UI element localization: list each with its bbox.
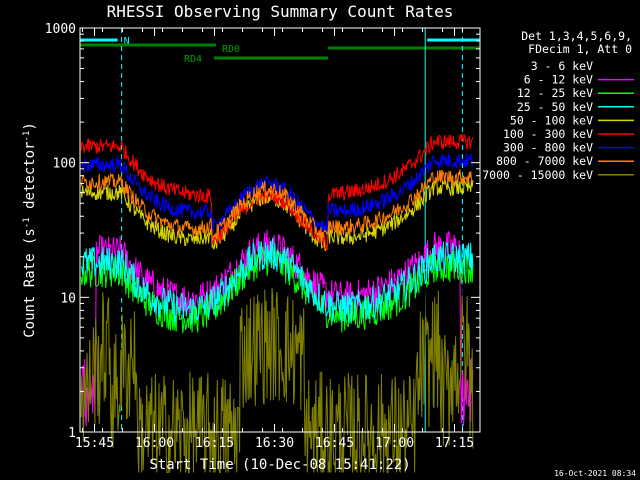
legend-header-line2: FDecim 1, Att 0 bbox=[528, 42, 632, 56]
y-tick-label-3: 1000 bbox=[45, 22, 76, 37]
series-line-6 bbox=[80, 133, 474, 251]
y-tick-label-2: 100 bbox=[53, 157, 76, 172]
legend-label-4: 25 - 50 keV bbox=[517, 100, 593, 114]
x-tick-label-2: 16:15 bbox=[195, 436, 234, 451]
legend-label-5: 50 - 100 keV bbox=[510, 113, 593, 127]
series-line-7 bbox=[80, 152, 474, 237]
y-tick-label-0: 1 bbox=[68, 426, 76, 441]
x-axis-label: Start Time (10-Dec-08 15:41:22) bbox=[149, 457, 410, 473]
night-label: N bbox=[124, 36, 130, 47]
x-tick-label-4: 16:45 bbox=[315, 436, 354, 451]
y-tick-label-1: 10 bbox=[60, 291, 76, 306]
legend-label-7: 300 - 800 keV bbox=[503, 141, 593, 155]
chart-title: RHESSI Observing Summary Count Rates bbox=[107, 2, 454, 21]
legend-label-2: 6 - 12 keV bbox=[524, 73, 593, 87]
x-tick-label-6: 17:15 bbox=[435, 436, 474, 451]
legend-label-9: 7000 - 15000 keV bbox=[482, 168, 593, 182]
y-axis-label-part2: detector bbox=[22, 142, 38, 218]
x-tick-label-1: 16:00 bbox=[135, 436, 174, 451]
plot-frame bbox=[79, 27, 481, 433]
y-axis-label: Count Rate (s-1 detector-1) bbox=[22, 122, 38, 338]
legend-header-line1: Det 1,3,4,5,6,9, bbox=[521, 29, 632, 43]
y-axis-label-sup1: -1 bbox=[22, 217, 32, 228]
y-axis-label-part3: ) bbox=[22, 122, 38, 130]
rd0-label: RD0 bbox=[222, 44, 240, 55]
legend-label-8: 800 - 7000 keV bbox=[496, 154, 593, 168]
footer-timestamp: 16-Oct-2021 08:34 bbox=[554, 469, 636, 478]
legend-label-6: 100 - 300 keV bbox=[503, 127, 593, 141]
series-line-9 bbox=[80, 288, 474, 474]
y-axis-label-part1: Count Rate (s bbox=[22, 228, 38, 338]
x-tick-label-3: 16:30 bbox=[255, 436, 294, 451]
legend-label-3: 12 - 25 keV bbox=[517, 86, 593, 100]
y-axis-label-sup2: -1 bbox=[22, 131, 32, 142]
rd4-label: RD4 bbox=[184, 54, 202, 65]
series-line-8 bbox=[80, 169, 474, 243]
plot-area: N RD0 RD4 15:45 16:00 16:15 16:30 16:45 17:00 17:… bbox=[45, 22, 481, 474]
x-tick-label-0: 15:45 bbox=[75, 436, 114, 451]
series-line-4 bbox=[80, 237, 474, 325]
x-tick-label-5: 17:00 bbox=[375, 436, 414, 451]
legend-label-1: 3 - 6 keV bbox=[531, 59, 593, 73]
